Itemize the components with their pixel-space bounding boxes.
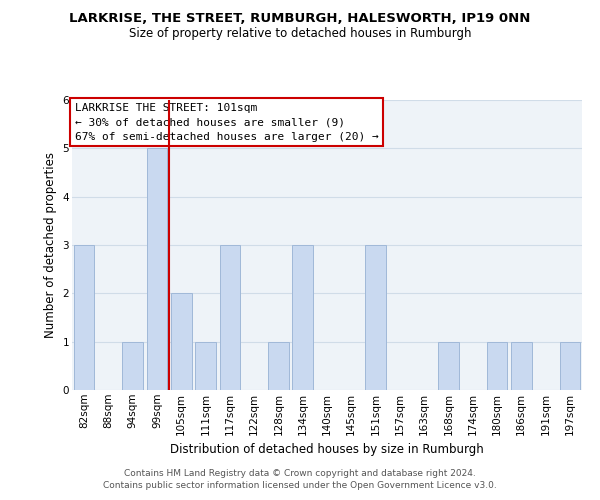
Text: LARKRISE THE STREET: 101sqm
← 30% of detached houses are smaller (9)
67% of semi: LARKRISE THE STREET: 101sqm ← 30% of det…: [74, 103, 379, 142]
Bar: [122, 342, 143, 390]
Bar: [268, 342, 289, 390]
Bar: [487, 342, 508, 390]
Bar: [511, 342, 532, 390]
Bar: [146, 148, 167, 390]
Bar: [220, 245, 240, 390]
Bar: [560, 342, 580, 390]
Y-axis label: Number of detached properties: Number of detached properties: [44, 152, 57, 338]
Bar: [365, 245, 386, 390]
Text: LARKRISE, THE STREET, RUMBURGH, HALESWORTH, IP19 0NN: LARKRISE, THE STREET, RUMBURGH, HALESWOR…: [70, 12, 530, 26]
Bar: [292, 245, 313, 390]
Text: Contains HM Land Registry data © Crown copyright and database right 2024.
Contai: Contains HM Land Registry data © Crown c…: [103, 468, 497, 490]
Bar: [438, 342, 459, 390]
Text: Size of property relative to detached houses in Rumburgh: Size of property relative to detached ho…: [129, 28, 471, 40]
Bar: [195, 342, 216, 390]
X-axis label: Distribution of detached houses by size in Rumburgh: Distribution of detached houses by size …: [170, 443, 484, 456]
Bar: [74, 245, 94, 390]
Bar: [171, 294, 191, 390]
